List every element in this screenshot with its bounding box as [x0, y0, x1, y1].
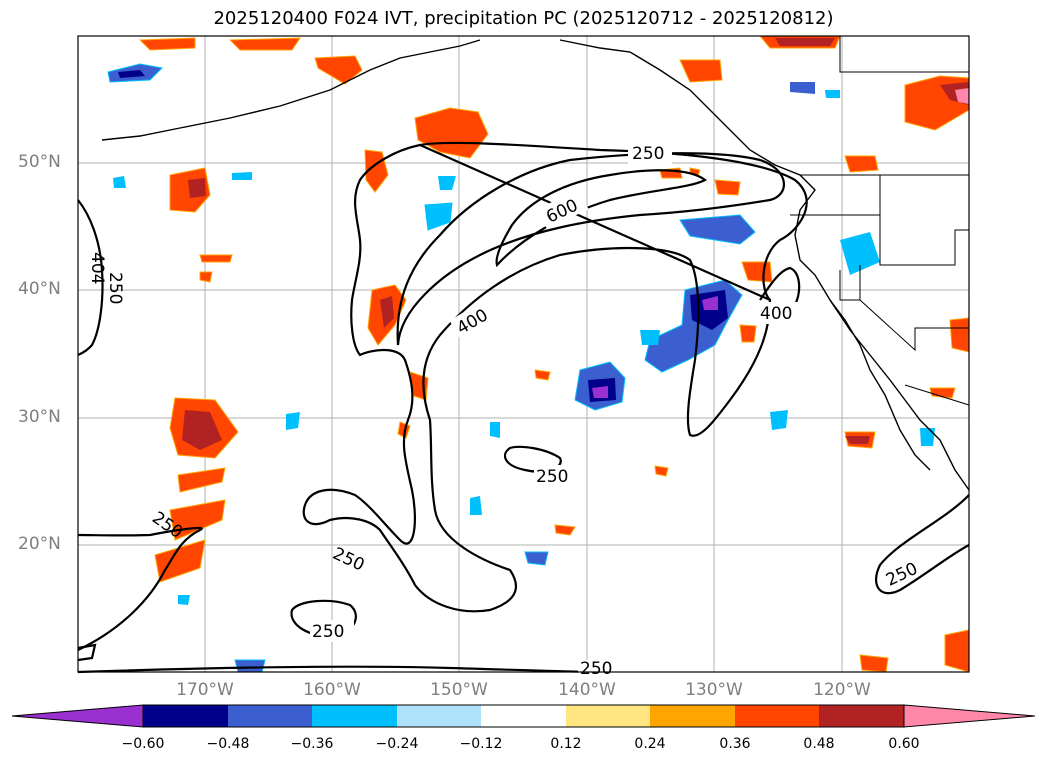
colorbar-tick: 0.48	[803, 736, 835, 752]
contour-label: 250	[536, 467, 568, 487]
colorbar-tick: 0.12	[550, 736, 582, 752]
colorbar-swatch	[566, 705, 650, 727]
coastlines	[101, 39, 970, 491]
contour-labels: 250 600 400 400 250 404 250 250 250 250 …	[87, 142, 921, 679]
contour-label: 400	[760, 304, 792, 324]
plot-frame	[77, 35, 970, 673]
lon-label: 140°W	[558, 680, 616, 700]
lon-label: 120°W	[813, 680, 871, 700]
colorbar-tick: −0.60	[121, 736, 165, 752]
colorbar-swatch	[397, 705, 481, 727]
lat-label: 30°N	[18, 407, 61, 427]
precip-negative-areas	[107, 63, 935, 673]
colorbar-swatch	[312, 705, 397, 727]
borders	[790, 36, 970, 406]
colorbar-swatch	[143, 705, 228, 727]
lon-label: 150°W	[430, 680, 488, 700]
contour-label: 404	[87, 252, 107, 284]
lat-label: 20°N	[18, 534, 61, 554]
lat-label: 50°N	[18, 152, 61, 172]
colorbar-swatch	[819, 705, 904, 727]
colorbar-swatch	[481, 705, 566, 727]
graticule	[78, 36, 969, 672]
lat-label: 40°N	[18, 279, 61, 299]
colorbar-swatch	[735, 705, 819, 727]
contour-label: 250	[312, 622, 344, 642]
ivt-contours	[77, 141, 970, 674]
plot-area	[78, 36, 969, 672]
colorbar-tick: 0.24	[634, 736, 666, 752]
colorbar-tick: −0.24	[375, 736, 419, 752]
lon-label: 160°W	[303, 680, 361, 700]
colorbar-extend-min	[11, 704, 144, 728]
colorbar-extend-max	[903, 704, 1036, 728]
colorbar-tick: 0.60	[888, 736, 920, 752]
colorbar-tick: −0.48	[206, 736, 250, 752]
contour-label: 250	[105, 272, 125, 304]
lon-label: 170°W	[176, 680, 234, 700]
colorbar-tick: −0.12	[459, 736, 503, 752]
colorbar	[11, 704, 1036, 728]
colorbar-swatch	[228, 705, 312, 727]
map-title: 2025120400 F024 IVT, precipitation PC (2…	[213, 8, 834, 29]
colorbar-tick: 0.36	[719, 736, 751, 752]
lon-label: 130°W	[685, 680, 743, 700]
contour-label: 250	[632, 144, 664, 164]
colorbar-tick: −0.36	[290, 736, 334, 752]
colorbar-swatch	[650, 705, 735, 727]
contour-label: 250	[580, 659, 612, 679]
